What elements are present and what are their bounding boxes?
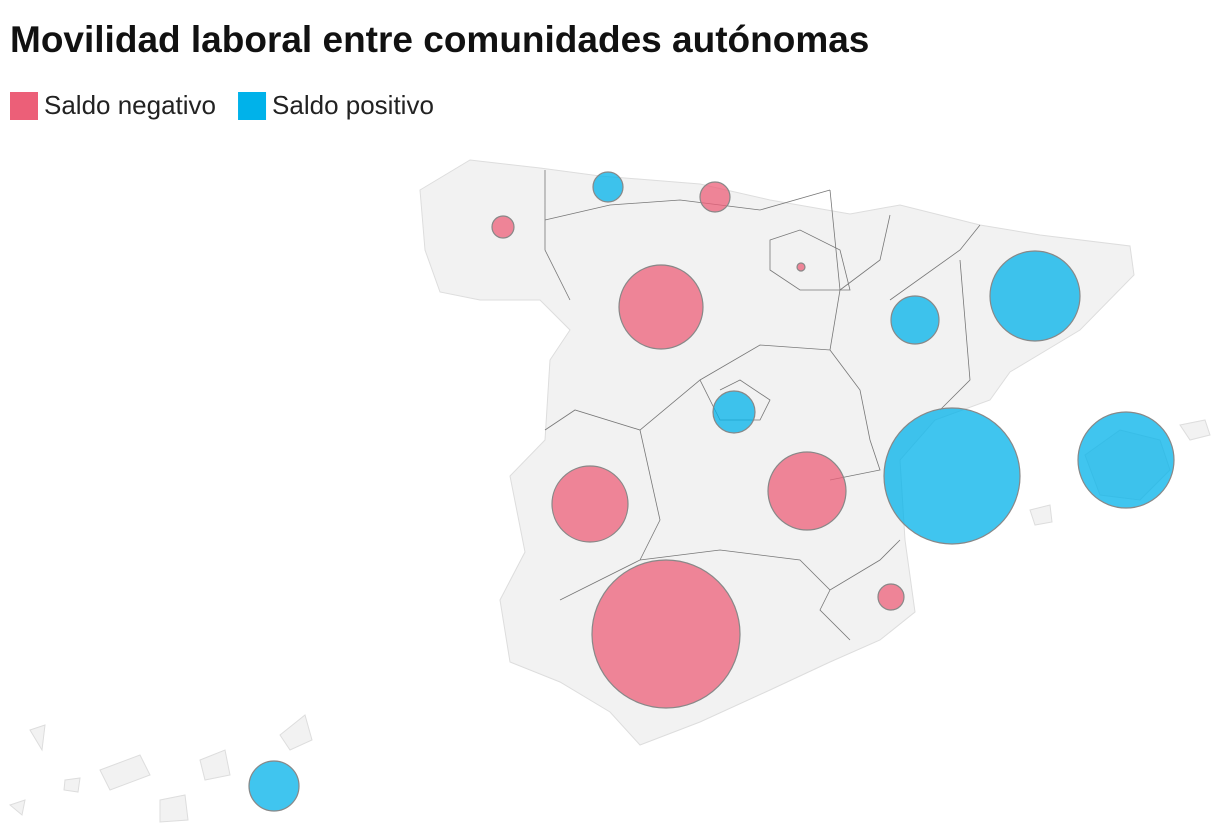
canarias	[8, 714, 313, 823]
chart-title: Movilidad laboral entre comunidades autó…	[10, 19, 869, 60]
bubble	[618, 264, 704, 350]
bubble	[551, 465, 629, 543]
peninsula	[419, 159, 1135, 746]
bubble	[591, 559, 741, 709]
bubble	[1077, 411, 1175, 509]
bubbles	[248, 171, 1175, 812]
legend-label: Saldo negativo	[44, 90, 216, 120]
menorca	[1179, 419, 1211, 441]
bubble	[712, 390, 756, 434]
legend: Saldo negativo Saldo positivo	[10, 90, 434, 120]
bubble	[796, 262, 806, 272]
bubble	[592, 171, 624, 203]
ibiza	[1029, 504, 1053, 526]
legend-label: Saldo positivo	[272, 90, 434, 120]
bubble	[767, 451, 847, 531]
bubble	[491, 215, 515, 239]
bubble	[877, 583, 905, 611]
bubble	[890, 295, 940, 345]
bubble	[699, 181, 731, 213]
bubble	[883, 407, 1021, 545]
legend-swatch	[10, 92, 38, 120]
legend-swatch	[238, 92, 267, 120]
bubble	[989, 250, 1081, 342]
region-borders	[544, 170, 981, 641]
bubble	[248, 760, 300, 812]
